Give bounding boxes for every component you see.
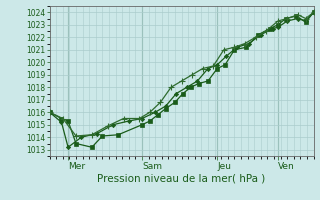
X-axis label: Pression niveau de la mer( hPa ): Pression niveau de la mer( hPa ) (98, 173, 266, 183)
